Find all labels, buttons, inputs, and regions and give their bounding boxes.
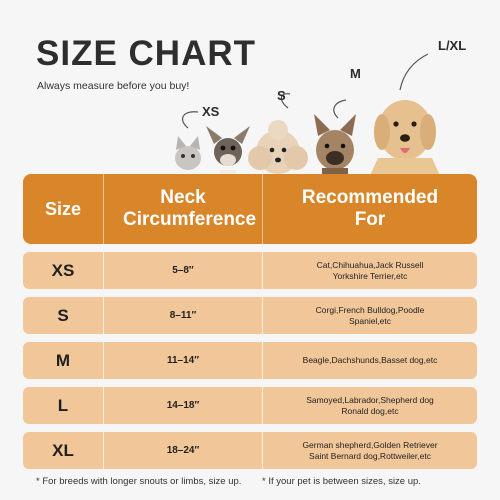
recommended-cell: Beagle,Dachshunds,Basset dog,etc (263, 355, 477, 366)
chihuahua-icon (206, 126, 250, 180)
footnote-between-sizes: * If your pet is between sizes, size up. (262, 476, 421, 487)
arrow-lxl-icon (399, 53, 429, 91)
recommended-line: Cat,Chihuahua,Jack Russell (316, 259, 424, 270)
cat-icon (175, 136, 201, 170)
arrow-m-icon (333, 99, 347, 119)
size-cell: XL (52, 440, 74, 460)
size-table: Size Neck Circumference Recommended For … (23, 174, 477, 469)
label-xs: XS (202, 104, 220, 119)
page-title: SIZE CHART (36, 34, 256, 73)
neck-cell: 5–8″ (103, 252, 263, 289)
table-header: Size Neck Circumference Recommended For (23, 174, 477, 244)
recommended-line: Corgi,French Bulldog,Poodle (315, 304, 425, 315)
labrador-icon (368, 100, 442, 180)
recommended-line: Samoyed,Labrador,Shepherd dog (306, 394, 434, 405)
header-recommended: Recommended For (263, 187, 477, 231)
recommended-cell: Corgi,French Bulldog,Poodle Spaniel,etc (263, 305, 477, 327)
page-subtitle: Always measure before you buy! (37, 80, 190, 92)
recommended-line: Spaniel,etc (348, 315, 392, 326)
label-m: M (350, 66, 361, 81)
size-cell: S (57, 305, 69, 325)
recommended-line: Ronald dog,etc (341, 405, 399, 416)
recommended-line: German shepherd,Golden Retriever (302, 439, 438, 450)
poodle-icon (248, 120, 308, 174)
recommended-line: Yorkshire Terrier,etc (332, 270, 408, 281)
header-size: Size (44, 198, 82, 219)
header-recommended-label: Recommended For (301, 187, 439, 230)
size-cell: M (55, 350, 71, 370)
header-neck-label: Neck Circumference (123, 187, 257, 230)
table-row: XS 5–8″ Cat,Chihuahua,Jack Russell Yorks… (23, 252, 477, 289)
recommended-cell: Cat,Chihuahua,Jack Russell Yorkshire Ter… (263, 260, 477, 282)
table-row: M 11–14″ Beagle,Dachshunds,Basset dog,et… (23, 342, 477, 379)
label-lxl: L/XL (438, 38, 467, 53)
size-cell: L (57, 395, 69, 415)
pets-illustration (175, 53, 442, 180)
neck-cell: 14–18″ (103, 387, 263, 424)
arrow-xs-icon (181, 111, 199, 129)
french-bulldog-icon (314, 114, 356, 180)
recommended-cell: German shepherd,Golden Retriever Saint B… (263, 440, 477, 462)
neck-cell: 8–11″ (103, 297, 263, 334)
arrow-s-icon (280, 93, 291, 109)
table-row: L 14–18″ Samoyed,Labrador,Shepherd dog R… (23, 387, 477, 424)
recommended-line: Saint Bernard dog,Rottweiler,etc (309, 450, 431, 461)
footnote-snouts: * For breeds with longer snouts or limbs… (36, 476, 242, 487)
table-row: S 8–11″ Corgi,French Bulldog,Poodle Span… (23, 297, 477, 334)
neck-cell: 11–14″ (103, 342, 263, 379)
label-s: S (277, 88, 286, 103)
table-row: XL 18–24″ German shepherd,Golden Retriev… (23, 432, 477, 469)
neck-cell: 18–24″ (103, 432, 263, 469)
recommended-line: Beagle,Dachshunds,Basset dog,etc (302, 355, 438, 365)
size-cell: XS (51, 260, 75, 280)
header-neck: Neck Circumference (103, 174, 263, 244)
recommended-cell: Samoyed,Labrador,Shepherd dog Ronald dog… (263, 395, 477, 417)
